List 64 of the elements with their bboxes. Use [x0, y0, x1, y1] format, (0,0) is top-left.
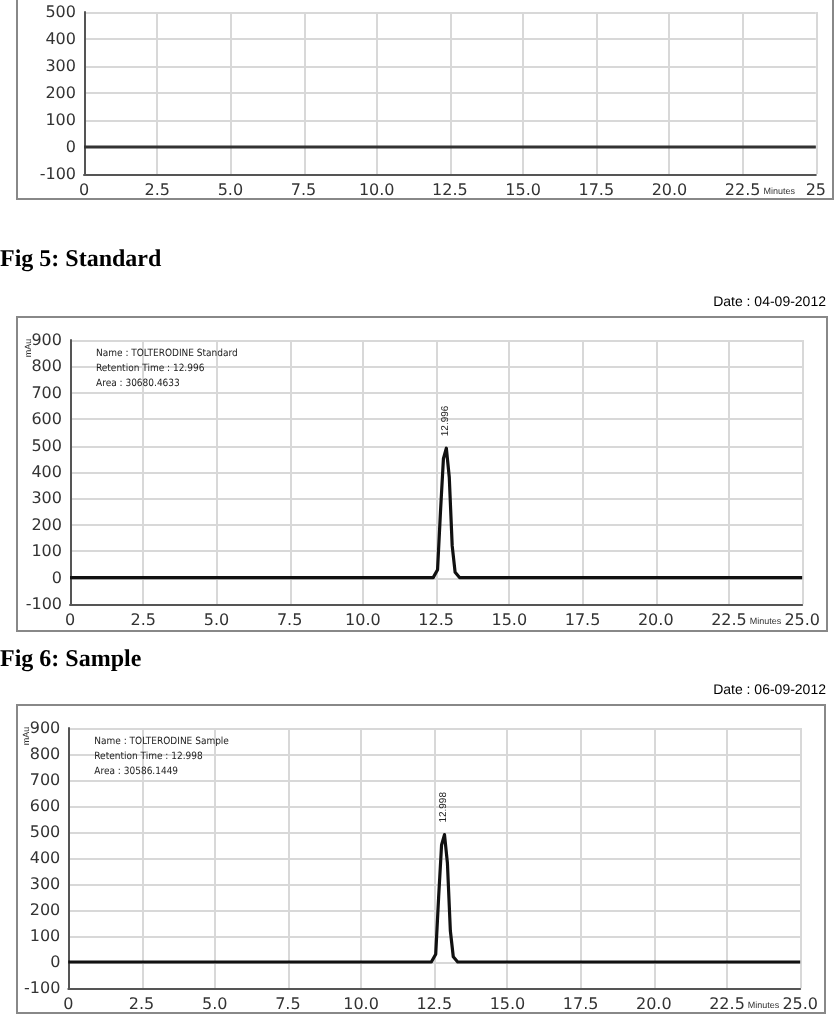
line-series [66, 833, 802, 964]
x-tick-label: 17.5 [578, 181, 615, 199]
x-tick-label: 17.5 [562, 995, 599, 1013]
x-tick-label: 20.0 [637, 611, 674, 629]
y-tick-label: 500 [45, 3, 76, 21]
y-tick-label: 600 [31, 410, 62, 429]
y-tick-label: -100 [25, 595, 62, 613]
y-tick-label: 200 [29, 901, 61, 919]
y-tick-label: 100 [31, 542, 62, 561]
x-tick-label: 7.5 [290, 181, 317, 199]
x-tick-label: 15.0 [489, 995, 526, 1013]
x-tick-label: 0 [78, 181, 90, 199]
x-tick-label: 20.0 [636, 995, 672, 1013]
x-tick-label: 12.5 [432, 181, 468, 199]
y-tick-label: 400 [31, 463, 62, 481]
y-tick-label: -100 [24, 979, 61, 997]
x-tick-label: 2.5 [130, 611, 156, 629]
y-tick-label: 700 [29, 771, 61, 789]
y-tick-label: 0 [51, 568, 62, 587]
y-tick-label: 100 [29, 927, 61, 945]
x-tick-label: 2.5 [144, 181, 170, 199]
x-tick-label: 10.0 [345, 611, 381, 629]
x-tick-label: 25 [805, 181, 827, 199]
x-tick-label: 15.0 [491, 611, 528, 629]
x-tick-label: 20.0 [651, 181, 688, 199]
x-tick-label: 7.5 [275, 995, 301, 1013]
y-tick-label: 900 [31, 331, 62, 349]
x-tick-label: 22.5 [711, 611, 747, 629]
y-tick-label: 0 [50, 953, 61, 971]
x-tick-label: 25.0 [784, 611, 820, 629]
x-tick-label: 5.0 [203, 611, 230, 629]
x-tick-label: 5.0 [217, 181, 244, 199]
x-tick-label: 22.5 [724, 181, 761, 199]
chart-title: Fig 5: Standard [0, 244, 162, 274]
y-tick-label: 900 [29, 719, 61, 737]
x-tick-label: 2.5 [128, 995, 155, 1013]
y-tick-label: 200 [45, 84, 76, 102]
y-tick-label: 0 [65, 138, 76, 156]
x-tick-label: 10.0 [343, 995, 379, 1013]
y-tick-label: 800 [31, 357, 62, 376]
line-series [68, 446, 804, 580]
y-tick-label: 800 [29, 745, 61, 763]
y-tick-label: 200 [31, 515, 62, 534]
y-tick-label: 300 [29, 875, 61, 893]
x-tick-label: 12.5 [418, 611, 454, 629]
y-tick-label: 300 [31, 489, 62, 508]
x-tick-label: 22.5 [709, 995, 745, 1013]
y-tick-label: -100 [39, 165, 76, 183]
x-tick-label: 17.5 [564, 611, 601, 629]
y-tick-label: 600 [29, 797, 61, 815]
x-tick-label: 15.0 [505, 181, 541, 199]
x-tick-label: 5.0 [201, 995, 228, 1013]
chart-title: Fig 6: Sample [0, 644, 142, 674]
y-tick-label: 500 [29, 823, 61, 841]
x-tick-label: 10.0 [358, 181, 395, 199]
x-tick-label: 12.5 [416, 995, 453, 1013]
x-tick-label: 25.0 [782, 995, 818, 1013]
y-tick-label: 300 [45, 57, 76, 75]
y-tick-label: 500 [31, 436, 62, 455]
y-tick-label: 400 [45, 30, 76, 48]
y-tick-label: 700 [31, 383, 62, 402]
y-tick-label: 100 [45, 111, 76, 129]
x-tick-label: 7.5 [276, 611, 303, 629]
y-tick-label: 400 [29, 849, 61, 867]
